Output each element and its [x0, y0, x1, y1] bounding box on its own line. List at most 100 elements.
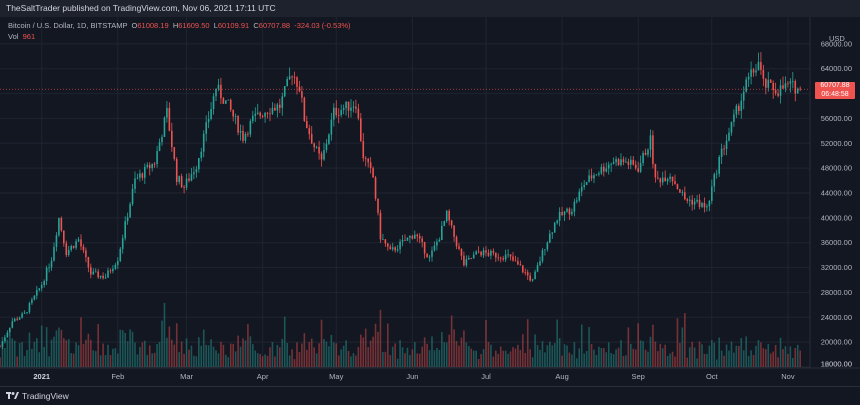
candle-body — [630, 159, 632, 165]
volume-value: 961 — [22, 32, 36, 41]
volume-bar — [421, 346, 423, 367]
candle-body — [441, 225, 443, 240]
candle-body — [335, 107, 338, 116]
time-axis: 2021 Feb Mar Apr May Jun Jul Aug Sep Oct Nov — [33, 372, 794, 381]
volume-bar — [487, 341, 490, 367]
candle-body — [455, 236, 458, 247]
candle-body — [117, 260, 119, 265]
candle-body — [65, 243, 68, 255]
candle-body — [313, 143, 315, 148]
candle-body — [269, 113, 271, 115]
price-tick-label: 20000.00 — [821, 338, 852, 347]
volume-bar — [146, 355, 149, 367]
volume-bar — [249, 336, 252, 367]
volume-bar — [188, 349, 190, 367]
volume-bar — [313, 347, 315, 367]
volume-bar — [485, 320, 487, 367]
candle-body — [742, 91, 745, 101]
volume-bar — [738, 346, 740, 367]
volume-bar — [536, 345, 539, 367]
candle-body — [190, 174, 193, 181]
candle-body — [355, 106, 357, 109]
volume-bar — [438, 349, 441, 367]
candle-body — [507, 254, 509, 256]
candle-body — [367, 158, 369, 163]
candle-body — [21, 313, 23, 318]
candle-body — [625, 161, 627, 163]
volume-bar — [323, 339, 325, 367]
volume-bar — [782, 349, 784, 367]
candle-body — [357, 108, 360, 119]
volume-bar — [620, 340, 622, 367]
candle-body — [75, 241, 77, 248]
candle-body — [703, 202, 706, 208]
candle-body — [568, 208, 571, 215]
candle-body — [755, 70, 757, 73]
candle-body — [347, 101, 350, 111]
candle-body — [522, 265, 524, 273]
volume-bar — [345, 340, 347, 367]
candle-body — [399, 241, 401, 250]
volume-bar — [31, 348, 33, 367]
volume-bar — [708, 345, 711, 367]
candle-body — [406, 237, 409, 241]
volume-bar — [529, 349, 531, 367]
volume-bar — [264, 354, 266, 367]
time-tick-label: Sep — [632, 372, 645, 381]
volume-bar — [715, 359, 718, 367]
volume-bar — [578, 348, 581, 367]
volume-bar — [53, 336, 55, 367]
volume-bar — [477, 358, 480, 367]
volume-bar — [706, 353, 708, 367]
candle-body — [394, 247, 396, 251]
volume-bar — [256, 353, 259, 367]
volume-bar — [649, 336, 652, 367]
volume-bar — [185, 338, 188, 367]
candle-body — [612, 162, 615, 164]
candle-body — [274, 107, 276, 111]
candle-body — [279, 104, 281, 108]
time-tick-label: 2021 — [33, 372, 50, 381]
candle-body — [799, 88, 801, 90]
volume-bar — [426, 343, 428, 367]
candle-body — [50, 260, 53, 268]
currency-label[interactable]: USD — [829, 34, 845, 43]
candle-body — [472, 254, 475, 259]
candle-body — [600, 166, 603, 174]
candle-body — [752, 69, 755, 73]
footer-brand[interactable]: TradingView — [22, 391, 69, 401]
candle-body — [711, 186, 713, 201]
candle-body — [482, 250, 485, 256]
candle-body — [617, 159, 620, 166]
candle-body — [465, 259, 468, 266]
volume-bar — [659, 343, 662, 367]
candle-body — [480, 251, 482, 256]
candle-body — [654, 164, 657, 178]
volume-bar — [198, 337, 200, 367]
volume-bar — [364, 328, 367, 367]
volume-bar — [428, 350, 431, 367]
candle-body — [657, 177, 659, 179]
volume-bar — [293, 359, 296, 367]
tradingview-logo-icon[interactable] — [6, 391, 19, 400]
candle-body — [644, 152, 647, 155]
candle-body — [90, 267, 92, 275]
candle-body — [706, 206, 708, 208]
volume-bar — [779, 337, 782, 367]
volume-bar — [553, 343, 556, 367]
candle-body — [723, 148, 725, 150]
volume-bar — [409, 354, 411, 367]
volume-bar — [504, 350, 507, 367]
candle-body — [178, 176, 180, 182]
volume-bar — [90, 339, 92, 367]
volume-bar — [514, 348, 517, 367]
candle-body — [720, 148, 723, 157]
volume-bar — [0, 357, 1, 367]
candle-body — [605, 168, 608, 172]
volume-bar — [387, 323, 389, 367]
candle-body — [119, 248, 122, 261]
volume-bar — [605, 352, 608, 367]
candle-body — [637, 168, 639, 172]
volume-bar — [703, 353, 706, 367]
